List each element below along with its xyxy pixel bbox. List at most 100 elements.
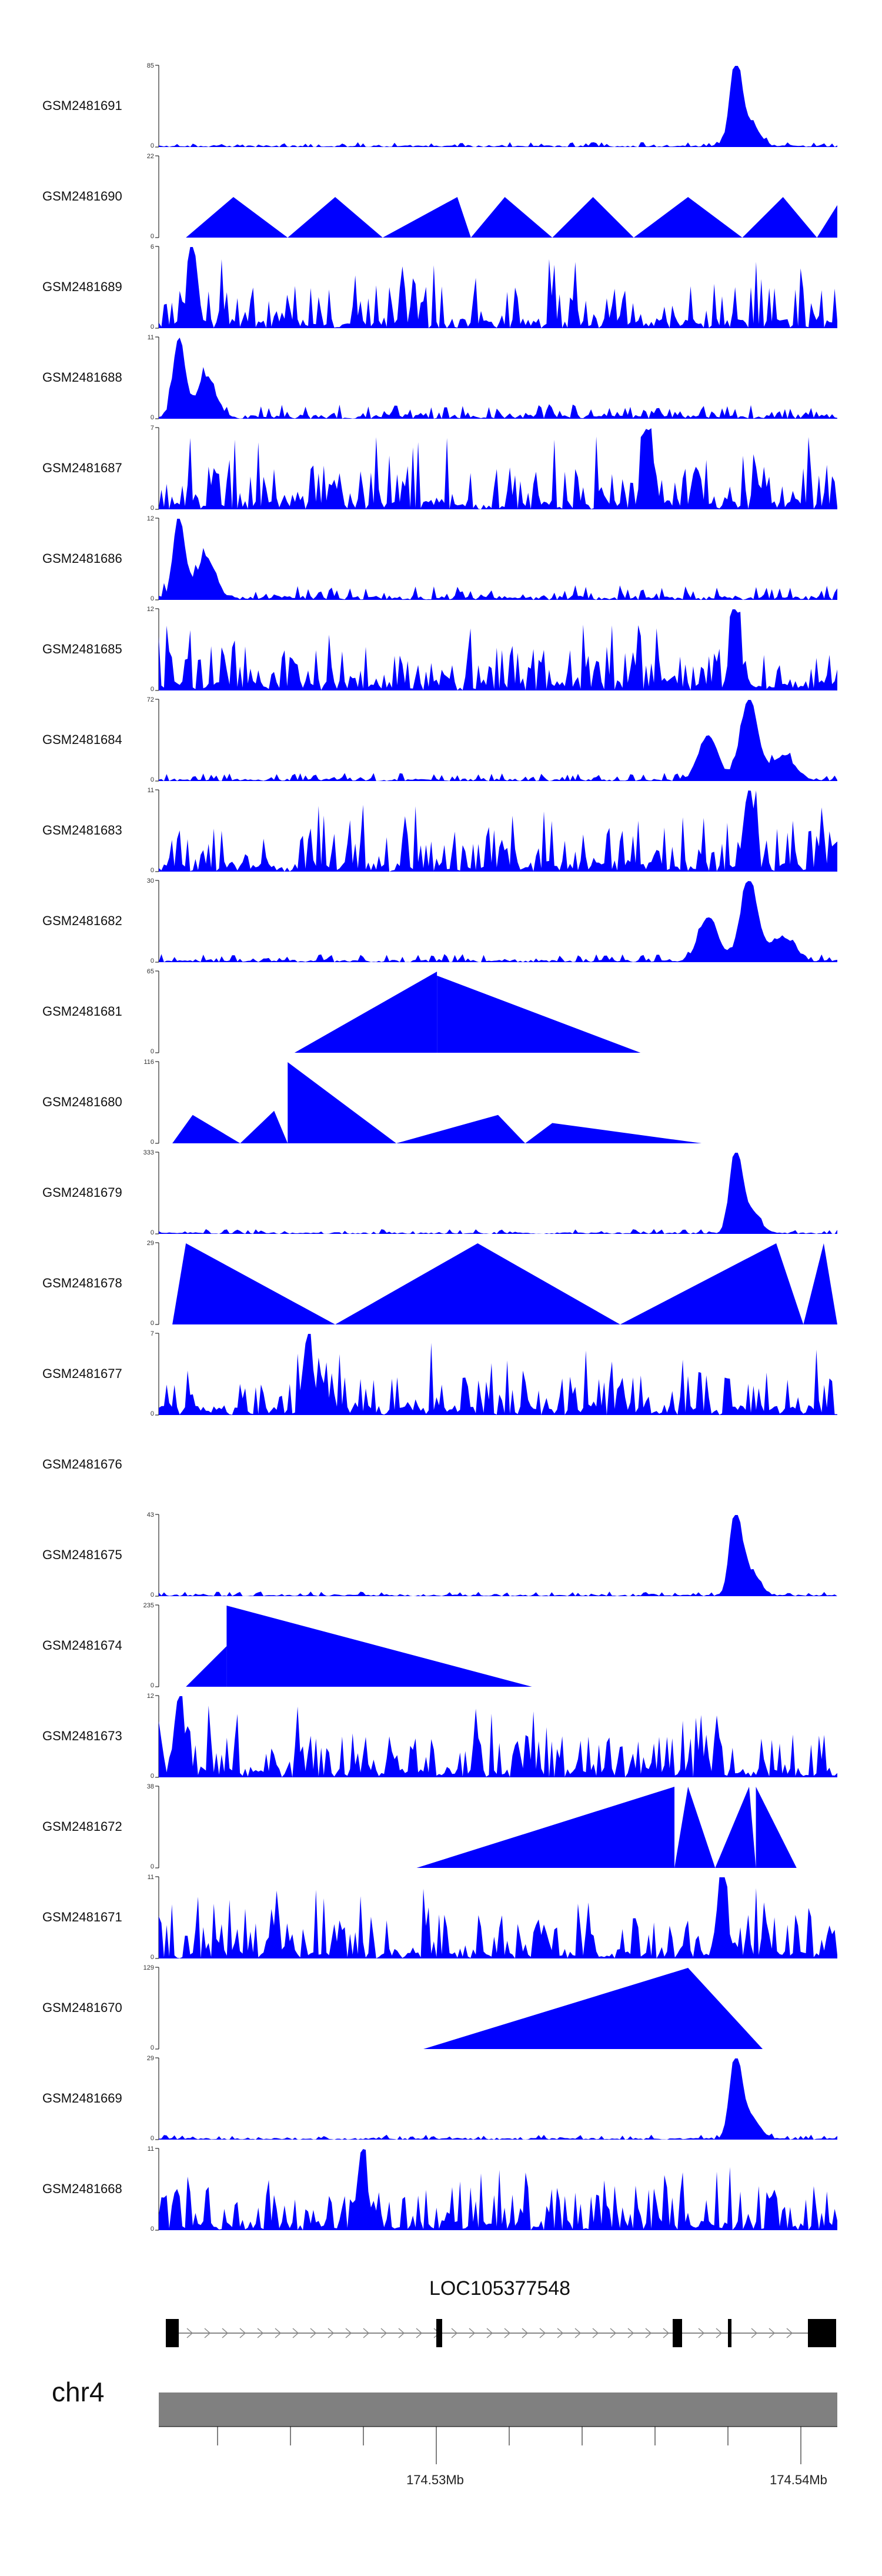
y-tick-max: 235 (143, 1602, 154, 1609)
y-tick-max: 12 (146, 515, 154, 522)
coverage-area (552, 197, 634, 238)
y-axis (155, 1967, 159, 2050)
coverage-track-GSM2481675 (155, 1514, 837, 1597)
coverage-area (423, 1968, 763, 2049)
y-tick-min: 0 (150, 1682, 154, 1689)
track-label-GSM2481685: GSM2481685 (42, 642, 122, 656)
coverage-track-GSM2481685 (155, 608, 837, 691)
coverage-area (396, 1115, 526, 1143)
y-tick-max: 129 (143, 1964, 154, 1971)
coverage-area (674, 1787, 716, 1868)
y-axis (155, 1514, 159, 1597)
y-axis (155, 155, 159, 238)
y-axis (155, 1695, 159, 1778)
coverage-track-GSM2481670 (155, 1967, 763, 2050)
coverage-track-GSM2481678 (155, 1242, 837, 1325)
y-tick-max: 11 (147, 2145, 154, 2153)
y-tick-min: 0 (150, 776, 154, 783)
y-axis (155, 427, 159, 510)
gene-name-label: LOC105377548 (429, 2277, 571, 2300)
coverage-area (620, 1243, 804, 1324)
coverage-area (159, 2149, 837, 2230)
y-tick-max: 65 (146, 968, 154, 975)
y-tick-min: 0 (150, 1863, 154, 1870)
track-label-GSM2481686: GSM2481686 (42, 551, 122, 566)
coverage-track-GSM2481680 (155, 1061, 702, 1144)
coverage-track-GSM2481686 (155, 518, 837, 600)
coverage-track-GSM2481689 (155, 246, 837, 329)
y-tick-min: 0 (150, 686, 154, 693)
track-label-GSM2481687: GSM2481687 (42, 461, 122, 475)
track-label-GSM2481673: GSM2481673 (42, 1729, 122, 1743)
coverage-area (172, 1115, 240, 1143)
y-axis (155, 1333, 159, 1416)
y-tick-max: 11 (147, 334, 154, 341)
y-tick-min: 0 (150, 1229, 154, 1236)
coverage-area (803, 1243, 837, 1324)
coverage-track-GSM2481673 (155, 1695, 837, 1778)
track-label-GSM2481678: GSM2481678 (42, 1276, 122, 1290)
coverage-area (159, 428, 837, 509)
coverage-track-GSM2481690 (155, 155, 837, 238)
y-axis (155, 1152, 159, 1234)
coverage-area (159, 1877, 837, 1958)
y-tick-max: 43 (146, 1511, 154, 1519)
y-tick-max: 22 (146, 153, 154, 160)
y-axis (155, 336, 159, 419)
y-tick-max: 30 (146, 877, 154, 885)
coordinate-label-174-54: 174.54Mb (770, 2472, 827, 2487)
track-label-GSM2481690: GSM2481690 (42, 189, 122, 203)
coverage-area (186, 197, 288, 238)
track-label-GSM2481683: GSM2481683 (42, 823, 122, 837)
coverage-area (159, 1696, 837, 1777)
track-label-GSM2481669: GSM2481669 (42, 2091, 122, 2105)
y-axis (155, 789, 159, 872)
y-axis (155, 2057, 159, 2140)
y-tick-min: 0 (150, 1320, 154, 1327)
y-tick-max: 12 (146, 1693, 154, 1700)
y-tick-min: 0 (150, 414, 154, 421)
coverage-area (159, 519, 837, 600)
track-label-GSM2481671: GSM2481671 (42, 1910, 122, 1924)
y-tick-min: 0 (150, 1048, 154, 1055)
track-label-GSM2481670: GSM2481670 (42, 2000, 122, 2015)
coverage-track-GSM2481679 (155, 1152, 837, 1234)
coverage-area (159, 338, 837, 419)
coverage-area (159, 247, 837, 328)
coverage-area (159, 1334, 837, 1415)
coverage-track-GSM2481688 (155, 336, 837, 419)
track-label-GSM2481675: GSM2481675 (42, 1547, 122, 1562)
coverage-area (715, 1787, 756, 1868)
coverage-area (159, 1515, 837, 1596)
y-tick-max: 6 (150, 243, 154, 251)
track-label-GSM2481668: GSM2481668 (42, 2181, 122, 2196)
coverage-area (159, 609, 837, 690)
track-label-GSM2481688: GSM2481688 (42, 370, 122, 385)
coverage-track-GSM2481682 (155, 880, 837, 963)
coverage-area (159, 1153, 837, 1234)
coverage-area (416, 1787, 675, 1868)
track-label-GSM2481677: GSM2481677 (42, 1366, 122, 1381)
y-axis (155, 65, 159, 148)
track-label-GSM2481691: GSM2481691 (42, 98, 122, 113)
coverage-track-GSM2481674 (155, 1604, 532, 1687)
y-axis (155, 1876, 159, 1959)
coverage-track-GSM2481669 (155, 2057, 837, 2140)
y-axis (155, 518, 159, 600)
y-tick-min: 0 (150, 142, 154, 149)
y-tick-max: 11 (147, 787, 154, 794)
y-tick-min: 0 (150, 1591, 154, 1599)
coverage-track-GSM2481671 (155, 1876, 837, 1959)
track-label-GSM2481676: GSM2481676 (42, 1457, 122, 1471)
coverage-area (159, 66, 837, 147)
y-axis (155, 1604, 159, 1687)
y-tick-min: 0 (150, 323, 154, 331)
y-tick-max: 116 (143, 1059, 154, 1066)
track-label-GSM2481684: GSM2481684 (42, 732, 122, 747)
track-label-GSM2481689: GSM2481689 (42, 279, 122, 294)
coverage-track-GSM2481687 (155, 427, 837, 510)
coverage-area (226, 1606, 532, 1687)
coverage-track-GSM2481683 (155, 789, 837, 872)
coverage-area (817, 205, 837, 238)
